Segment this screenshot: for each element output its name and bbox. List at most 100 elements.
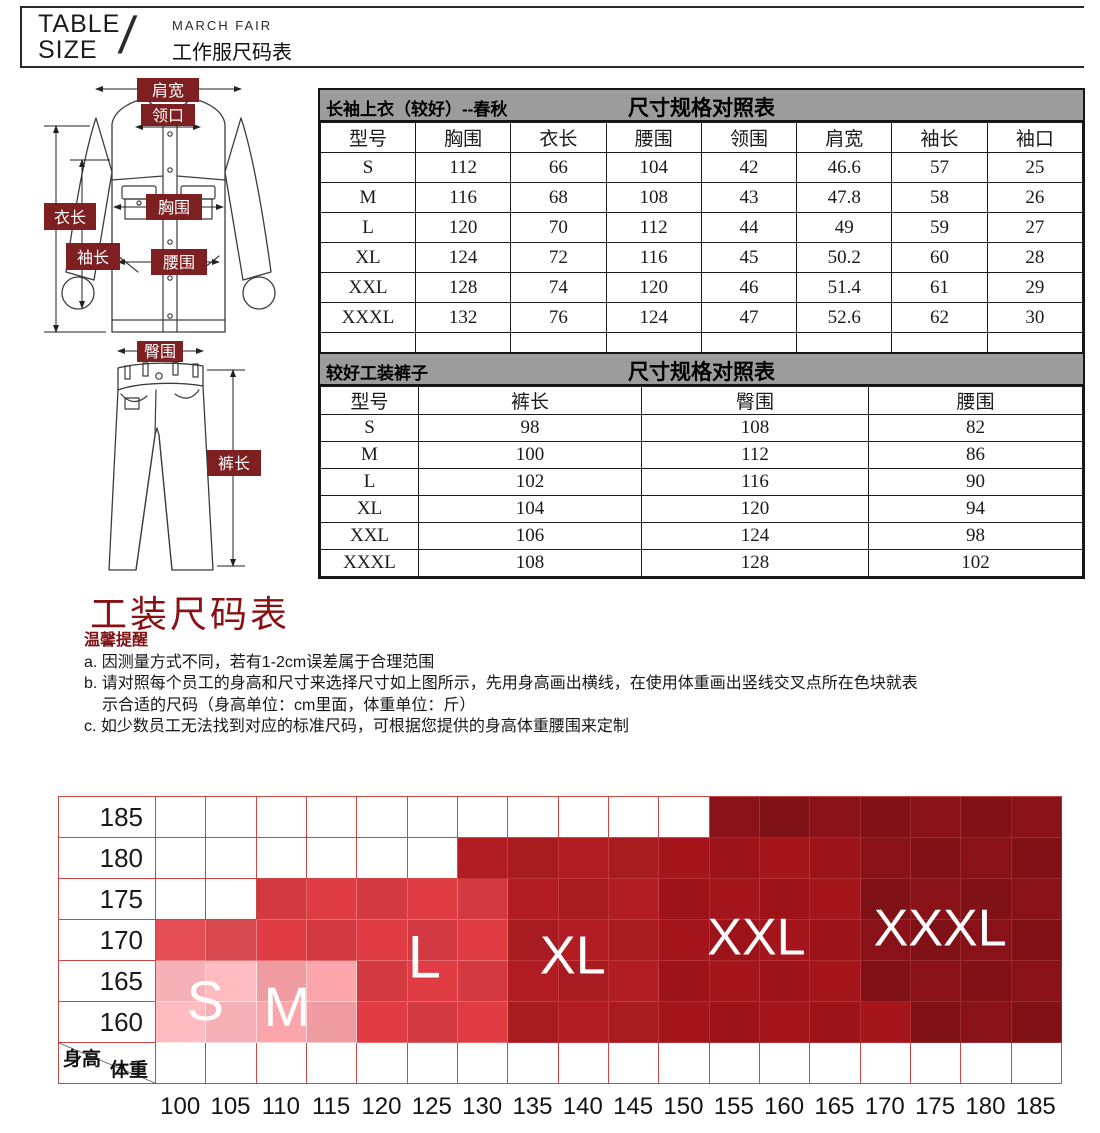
heatmap-cell bbox=[206, 1043, 257, 1084]
svg-text:领口: 领口 bbox=[152, 107, 184, 125]
value-cell: 116 bbox=[605, 242, 702, 273]
table-row: XL 104 120 94 bbox=[320, 495, 1083, 523]
heatmap-cell bbox=[860, 1002, 911, 1043]
heatmap-cell bbox=[860, 879, 911, 920]
heatmap-cell bbox=[810, 1002, 861, 1043]
heatmap-cell bbox=[910, 879, 962, 920]
y-axis-tick-label: 170 bbox=[59, 920, 156, 961]
value-cell: 26 bbox=[986, 182, 1084, 213]
column-header: 领围 bbox=[700, 122, 798, 153]
size-cell: L bbox=[320, 212, 416, 243]
heatmap-cell bbox=[457, 1043, 509, 1084]
heatmap-cell bbox=[860, 797, 911, 838]
heatmap-cell bbox=[860, 920, 911, 961]
x-axis-label: 体重 bbox=[109, 1060, 148, 1081]
pants-size-table: 较好工装裤子 尺寸规格对照表 型号 裤长 臀围 腰围 S 98 108 82 M… bbox=[318, 352, 1085, 579]
heatmap-cell bbox=[810, 920, 861, 961]
value-cell: 42 bbox=[700, 152, 798, 183]
heatmap-cell bbox=[961, 961, 1012, 1002]
size-cell: M bbox=[320, 182, 416, 213]
value-cell: 43 bbox=[700, 182, 798, 213]
value-cell: 47 bbox=[700, 302, 798, 333]
y-axis-tick-label: 180 bbox=[59, 838, 156, 879]
heatmap-cell bbox=[659, 838, 710, 879]
heatmap-cell bbox=[659, 879, 710, 920]
heatmap-cell bbox=[910, 961, 962, 1002]
heatmap-cell bbox=[759, 920, 811, 961]
heatmap-cell bbox=[206, 961, 257, 1002]
heatmap-cell bbox=[709, 1043, 760, 1084]
heatmap-cell bbox=[910, 838, 962, 879]
heatmap-cell bbox=[357, 961, 408, 1002]
value-cell: 94 bbox=[868, 495, 1083, 523]
heatmap-cell bbox=[508, 1043, 559, 1084]
heatmap-cell bbox=[457, 961, 509, 1002]
notes-heading: 温馨提醒 bbox=[84, 632, 149, 649]
heatmap-cell bbox=[357, 879, 408, 920]
value-cell: 100 bbox=[418, 441, 642, 469]
size-cell: L bbox=[320, 468, 419, 496]
heatmap-cell bbox=[759, 1043, 811, 1084]
pants-table-header-label: 尺寸规格对照表 bbox=[628, 361, 775, 384]
heatmap-cell bbox=[1011, 961, 1062, 1002]
jacket-label-collar: 领口 bbox=[141, 104, 195, 126]
value-cell: 124 bbox=[605, 302, 702, 333]
value-cell: 61 bbox=[891, 272, 988, 303]
brand-header: TABLE SIZE / MARCH FAIR 工作服尺码表 bbox=[20, 6, 1084, 68]
heatmap-cell bbox=[558, 920, 609, 961]
heatmap-cell bbox=[306, 838, 358, 879]
heatmap-cell bbox=[810, 838, 861, 879]
value-cell: 76 bbox=[510, 302, 607, 333]
x-axis-tick-label: 140 bbox=[562, 1093, 603, 1120]
pants-measure-diagram: 臀围 裤长 bbox=[95, 338, 270, 595]
value-cell: 46.6 bbox=[796, 152, 893, 183]
x-axis-tick-label: 180 bbox=[965, 1093, 1006, 1120]
heatmap-cell bbox=[457, 797, 509, 838]
column-header: 型号 bbox=[320, 122, 416, 153]
x-axis-tick-label: 125 bbox=[411, 1093, 452, 1120]
value-cell: 51.4 bbox=[796, 272, 893, 303]
size-region-label: XXL bbox=[707, 908, 806, 967]
heatmap-cell bbox=[256, 1002, 307, 1043]
heatmap-cell bbox=[306, 797, 358, 838]
value-cell: 98 bbox=[418, 414, 642, 442]
jacket-table-header-label: 尺寸规格对照表 bbox=[628, 97, 775, 120]
heatmap-cell bbox=[256, 920, 307, 961]
heatmap-row: 165 bbox=[59, 961, 1062, 1002]
svg-text:胸围: 胸围 bbox=[158, 199, 190, 217]
heatmap-cell bbox=[1011, 1002, 1062, 1043]
size-cell: XXL bbox=[320, 522, 419, 550]
note-line-c: c. 如少数员工无法找到对应的标准尺码，可根据您提供的身高体重腰围来定制 bbox=[84, 718, 629, 735]
heatmap-cell bbox=[709, 1002, 760, 1043]
table-row: XXL 106 124 98 bbox=[320, 522, 1083, 550]
heatmap-cell bbox=[457, 838, 509, 879]
heatmap-cell bbox=[256, 797, 307, 838]
brand-wordmark: TABLE SIZE bbox=[38, 11, 120, 63]
heatmap-cell bbox=[357, 838, 408, 879]
heatmap-cell bbox=[256, 879, 307, 920]
heatmap-cell bbox=[306, 1002, 358, 1043]
value-cell: 104 bbox=[605, 152, 702, 183]
size-cell: XL bbox=[320, 242, 416, 273]
heatmap-cell bbox=[961, 1043, 1012, 1084]
heatmap-cell bbox=[457, 1002, 509, 1043]
table-row: M 100 112 86 bbox=[320, 441, 1083, 469]
value-cell: 50.2 bbox=[796, 242, 893, 273]
value-cell: 102 bbox=[418, 468, 642, 496]
column-header: 腰围 bbox=[868, 386, 1083, 415]
pants-label-hip: 臀围 bbox=[137, 341, 183, 362]
y-axis-tick-label: 165 bbox=[59, 961, 156, 1002]
svg-text:肩宽: 肩宽 bbox=[152, 82, 184, 100]
value-cell: 116 bbox=[414, 182, 512, 213]
x-axis-tick-label: 100 bbox=[160, 1093, 201, 1120]
jacket-label-waist: 腰围 bbox=[151, 249, 207, 275]
x-axis-tick-label: 160 bbox=[764, 1093, 805, 1120]
size-cell: M bbox=[320, 441, 419, 469]
size-cell: S bbox=[320, 414, 419, 442]
value-cell: 70 bbox=[510, 212, 607, 243]
value-cell: 128 bbox=[641, 549, 869, 577]
heatmap-cell bbox=[709, 961, 760, 1002]
heatmap-cell bbox=[306, 879, 358, 920]
heatmap-row: 160 bbox=[59, 1002, 1062, 1043]
x-axis-tick-label: 170 bbox=[864, 1093, 905, 1120]
